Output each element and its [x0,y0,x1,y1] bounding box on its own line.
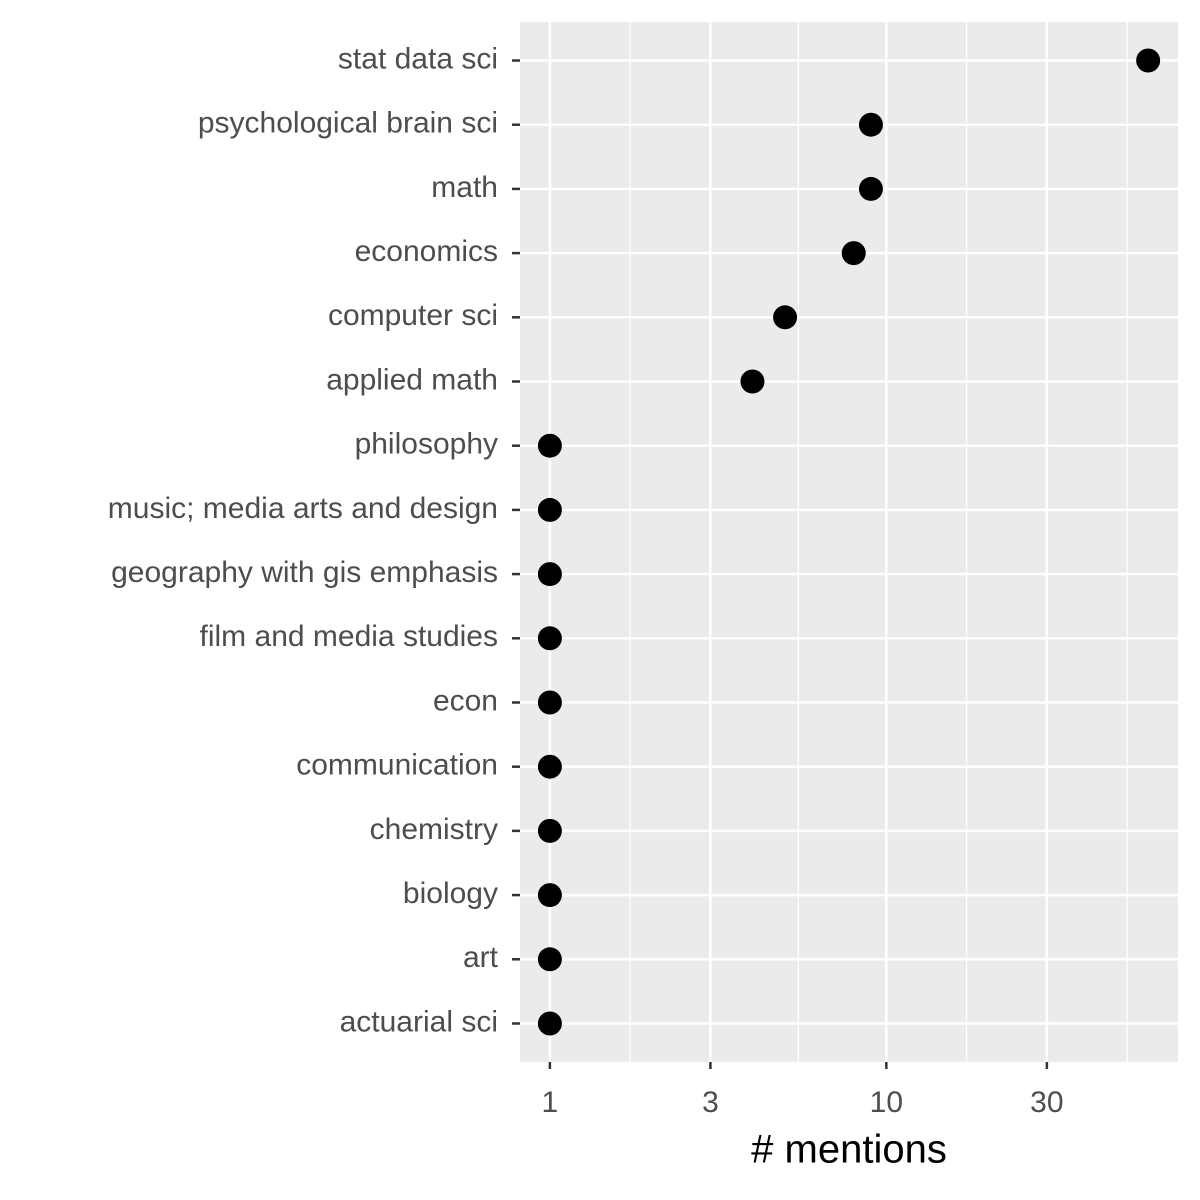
dot [537,754,562,779]
dot [537,690,562,715]
y-tick-label: economics [355,235,498,268]
y-tick-label: film and media studies [200,620,498,653]
y-tick-label: math [431,171,498,204]
y-tick-label: philosophy [355,428,498,461]
x-tick-label: 3 [702,1086,719,1119]
dot [537,883,562,908]
x-tick-label: 30 [1030,1086,1063,1119]
dot [773,305,798,330]
panel-background [520,22,1178,1062]
dot [537,626,562,651]
y-tick-label: geography with gis emphasis [111,556,498,589]
dot [537,1011,562,1036]
y-tick-label: music; media arts and design [108,492,498,525]
dot [537,947,562,972]
dot [537,497,562,522]
x-tick-label: 1 [542,1086,559,1119]
dot [537,562,562,587]
y-tick-label: communication [296,749,498,782]
y-tick-label: computer sci [328,299,498,332]
dot [858,176,883,201]
y-tick-label: applied math [326,363,498,396]
y-tick-label: biology [403,877,498,910]
y-tick-label: psychological brain sci [198,107,498,140]
y-tick-label: actuarial sci [340,1005,498,1038]
dot [537,818,562,843]
y-tick-label: chemistry [370,813,498,846]
dot [740,369,765,394]
dot [1136,48,1161,73]
dot [841,241,866,266]
x-tick-label: 10 [870,1086,903,1119]
dot [858,112,883,137]
x-axis-title: # mentions [751,1128,947,1172]
y-tick-label: stat data sci [338,42,498,75]
y-tick-label: econ [433,684,498,717]
dot [537,433,562,458]
y-tick-label: art [463,941,499,974]
